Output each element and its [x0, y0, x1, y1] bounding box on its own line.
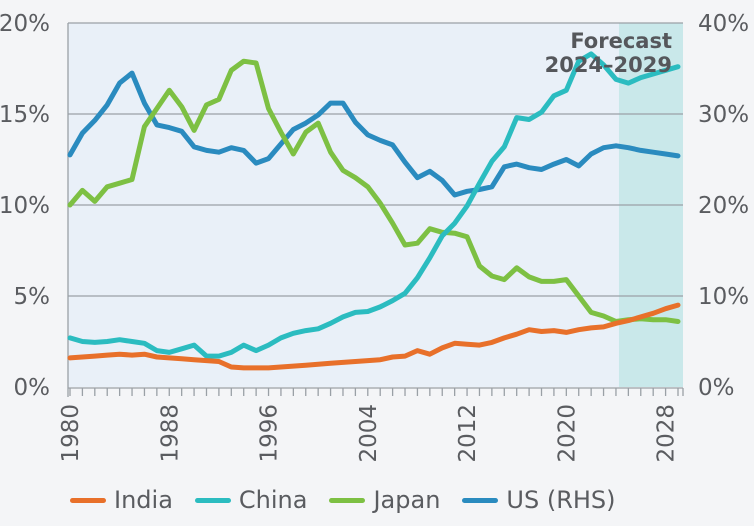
legend-label-us: US (RHS) [506, 486, 616, 514]
x-tick-label: 1980 [58, 404, 84, 463]
y-tick-label-right: 0% [698, 375, 735, 401]
x-tick-label: 1988 [157, 404, 183, 463]
x-tick-label: 2020 [554, 404, 580, 463]
legend-label-japan: Japan [373, 486, 441, 514]
series-line-india [67, 302, 681, 371]
y-tick-label-left: 20% [0, 11, 50, 37]
series-line-japan [67, 58, 681, 324]
line-chart: 0% 5% 10% 15% 20% 0% 10% 20% 30% 40% 1980 1988 1996 2… [0, 11, 749, 463]
x-tick-label: 2004 [356, 404, 382, 463]
y-tick-label-right: 20% [698, 193, 749, 219]
y-tick-label-right: 30% [698, 102, 749, 128]
legend-item-us: US (RHS) [462, 486, 616, 514]
series-lines [67, 51, 681, 371]
x-tick-label: 1996 [257, 404, 283, 463]
y-tick-label-left: 0% [14, 375, 51, 401]
legend-swatch-china [194, 497, 231, 503]
axes [67, 23, 684, 397]
series-line-us-rhs [67, 70, 681, 198]
forecast-annotation-line1: Forecast [570, 29, 672, 53]
legend-label-india: India [114, 486, 173, 514]
y-tick-label-right: 10% [698, 284, 749, 310]
x-tick-label: 2028 [654, 404, 680, 463]
legend: India China Japan US (RHS) [70, 486, 638, 514]
legend-item-japan: Japan [329, 486, 440, 514]
y-tick-label-left: 5% [14, 284, 51, 310]
legend-item-china: China [194, 486, 308, 514]
legend-swatch-japan [329, 497, 366, 503]
legend-swatch-india [70, 497, 106, 503]
y-tick-label-left: 10% [0, 193, 50, 219]
y-tick-label-left: 15% [0, 102, 50, 128]
legend-item-india: India [70, 486, 173, 514]
x-tick-label: 2012 [455, 404, 481, 463]
axis-labels: 0% 5% 10% 15% 20% 0% 10% 20% 30% 40% 1980 1988 1996 2… [0, 11, 749, 463]
legend-label-china: China [238, 486, 308, 514]
series-line-china [67, 51, 681, 359]
forecast-annotation-line2: 2024–2029 [545, 53, 672, 77]
y-tick-label-right: 40% [698, 11, 749, 37]
legend-swatch-us [462, 497, 499, 503]
